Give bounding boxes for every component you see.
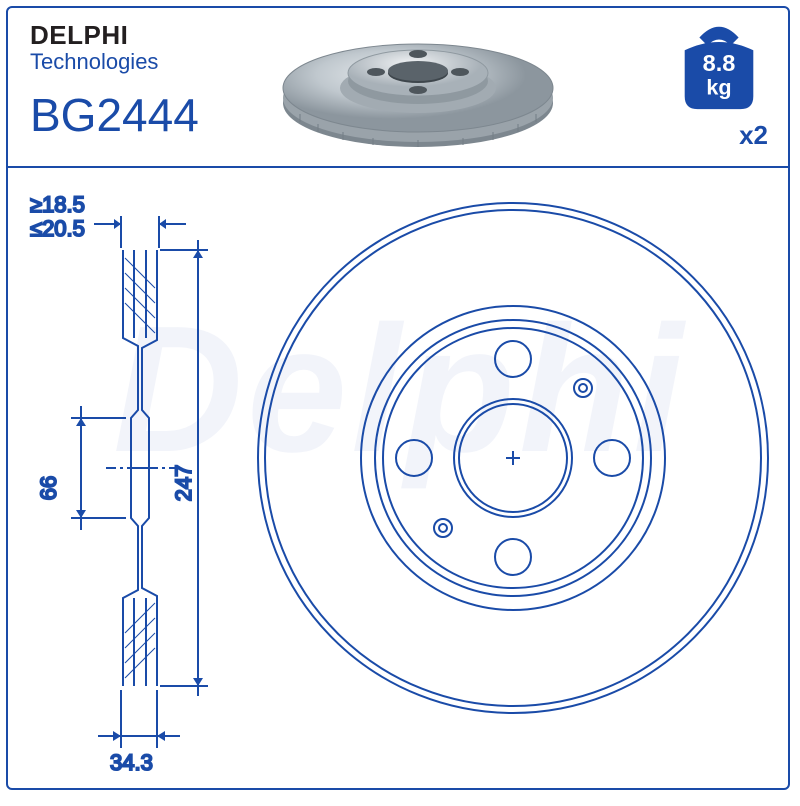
product-rendering: [268, 26, 568, 161]
technical-drawing: ≥18.5 ≤20.5: [8, 168, 788, 788]
header: DELPHI Technologies BG2444: [8, 8, 788, 168]
side-view: ≥18.5 ≤20.5: [26, 188, 241, 793]
weight-value: 8.8: [703, 50, 736, 76]
weight-block: 8.8 kg x2: [670, 16, 768, 151]
weight-unit: kg: [706, 74, 731, 99]
brand-name: DELPHI: [30, 20, 158, 51]
front-view: [238, 178, 788, 743]
brand-subtitle: Technologies: [30, 49, 158, 75]
diameter-label: 247: [171, 465, 196, 502]
quantity-label: x2: [670, 120, 768, 151]
hub-height-label: 34.3: [110, 750, 153, 775]
max-thickness-label: ≤20.5: [30, 216, 85, 241]
center-bore-label: 66: [36, 476, 61, 500]
spec-card: DELPHI Technologies BG2444: [6, 6, 790, 790]
brand-block: DELPHI Technologies: [30, 20, 158, 75]
part-number: BG2444: [30, 88, 199, 142]
min-thickness-label: ≥18.5: [30, 192, 85, 217]
kettlebell-icon: 8.8 kg: [670, 16, 768, 114]
